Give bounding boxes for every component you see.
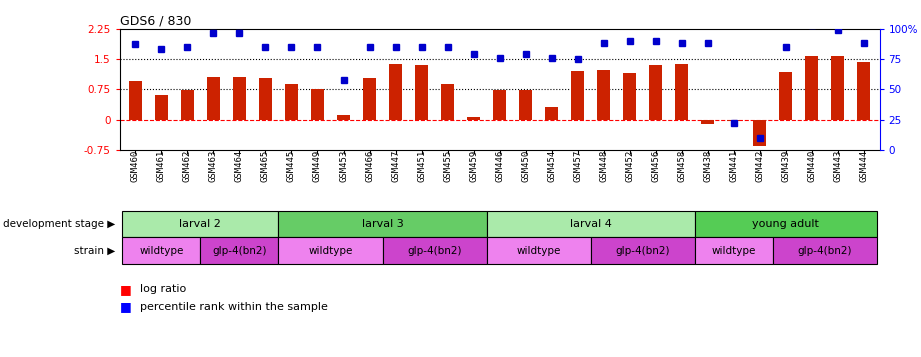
Bar bbox=[545, 107, 558, 120]
Text: GSM461: GSM461 bbox=[157, 150, 166, 182]
Text: glp-4(bn2): glp-4(bn2) bbox=[798, 246, 852, 256]
Text: GSM441: GSM441 bbox=[729, 150, 739, 182]
Text: GSM459: GSM459 bbox=[469, 150, 478, 182]
Text: GSM439: GSM439 bbox=[781, 150, 790, 182]
Bar bbox=[519, 90, 532, 120]
Bar bbox=[857, 62, 870, 120]
Bar bbox=[571, 71, 584, 120]
Bar bbox=[389, 64, 402, 120]
Text: strain ▶: strain ▶ bbox=[74, 246, 115, 256]
Text: GSM460: GSM460 bbox=[131, 150, 140, 182]
Bar bbox=[467, 117, 480, 120]
Text: GSM458: GSM458 bbox=[677, 150, 686, 182]
Text: young adult: young adult bbox=[752, 219, 820, 229]
Text: larval 4: larval 4 bbox=[570, 219, 612, 229]
Text: GSM448: GSM448 bbox=[600, 150, 608, 182]
FancyBboxPatch shape bbox=[694, 211, 877, 237]
Text: ■: ■ bbox=[120, 283, 132, 296]
Bar bbox=[207, 77, 220, 120]
FancyBboxPatch shape bbox=[278, 237, 382, 264]
Bar bbox=[624, 73, 636, 120]
Bar bbox=[728, 120, 740, 121]
Bar bbox=[649, 65, 662, 120]
Text: GSM455: GSM455 bbox=[443, 150, 452, 182]
Bar bbox=[337, 115, 350, 120]
Text: GSM462: GSM462 bbox=[183, 150, 192, 182]
FancyBboxPatch shape bbox=[382, 237, 486, 264]
Text: GSM445: GSM445 bbox=[287, 150, 296, 182]
Bar bbox=[675, 64, 688, 120]
Text: GSM440: GSM440 bbox=[808, 150, 816, 182]
Text: GSM464: GSM464 bbox=[235, 150, 244, 182]
Bar bbox=[363, 78, 376, 120]
Bar bbox=[311, 89, 324, 120]
Bar bbox=[701, 120, 715, 125]
Text: GSM457: GSM457 bbox=[573, 150, 582, 182]
Bar bbox=[285, 84, 298, 120]
Text: wildtype: wildtype bbox=[712, 246, 756, 256]
Text: ■: ■ bbox=[120, 301, 132, 313]
FancyBboxPatch shape bbox=[278, 211, 486, 237]
Text: GSM444: GSM444 bbox=[859, 150, 869, 182]
Bar bbox=[753, 120, 766, 146]
FancyBboxPatch shape bbox=[486, 211, 694, 237]
Bar bbox=[155, 95, 168, 120]
Text: GSM456: GSM456 bbox=[651, 150, 660, 182]
Bar bbox=[181, 90, 194, 120]
Text: larval 3: larval 3 bbox=[362, 219, 403, 229]
Bar bbox=[805, 56, 819, 120]
Bar bbox=[233, 77, 246, 120]
Text: GSM453: GSM453 bbox=[339, 150, 348, 182]
Text: GSM450: GSM450 bbox=[521, 150, 530, 182]
Bar bbox=[597, 70, 611, 120]
Text: larval 2: larval 2 bbox=[180, 219, 221, 229]
Text: GSM446: GSM446 bbox=[495, 150, 504, 182]
FancyBboxPatch shape bbox=[122, 211, 278, 237]
FancyBboxPatch shape bbox=[694, 237, 773, 264]
Text: glp-4(bn2): glp-4(bn2) bbox=[212, 246, 267, 256]
Text: GSM466: GSM466 bbox=[365, 150, 374, 182]
Text: GSM465: GSM465 bbox=[261, 150, 270, 182]
FancyBboxPatch shape bbox=[201, 237, 278, 264]
Text: wildtype: wildtype bbox=[139, 246, 183, 256]
Text: percentile rank within the sample: percentile rank within the sample bbox=[140, 302, 328, 312]
Text: wildtype: wildtype bbox=[309, 246, 353, 256]
Bar bbox=[259, 78, 272, 120]
Text: GSM447: GSM447 bbox=[391, 150, 400, 182]
Text: GSM454: GSM454 bbox=[547, 150, 556, 182]
Text: GSM443: GSM443 bbox=[834, 150, 843, 182]
Text: GSM451: GSM451 bbox=[417, 150, 426, 182]
Text: wildtype: wildtype bbox=[517, 246, 561, 256]
FancyBboxPatch shape bbox=[486, 237, 590, 264]
Bar bbox=[832, 56, 845, 120]
Bar bbox=[415, 65, 428, 120]
Text: GSM463: GSM463 bbox=[209, 150, 218, 182]
Bar bbox=[779, 72, 792, 120]
Text: glp-4(bn2): glp-4(bn2) bbox=[615, 246, 670, 256]
Bar bbox=[441, 84, 454, 120]
Text: GSM449: GSM449 bbox=[313, 150, 322, 182]
Text: glp-4(bn2): glp-4(bn2) bbox=[407, 246, 461, 256]
Bar bbox=[129, 81, 142, 120]
Text: GSM442: GSM442 bbox=[755, 150, 764, 182]
Text: GSM438: GSM438 bbox=[704, 150, 712, 182]
FancyBboxPatch shape bbox=[122, 237, 201, 264]
Text: log ratio: log ratio bbox=[140, 284, 186, 294]
Text: GDS6 / 830: GDS6 / 830 bbox=[120, 14, 191, 27]
Bar bbox=[493, 90, 507, 120]
FancyBboxPatch shape bbox=[773, 237, 877, 264]
Text: development stage ▶: development stage ▶ bbox=[3, 219, 115, 229]
FancyBboxPatch shape bbox=[590, 237, 694, 264]
Text: GSM452: GSM452 bbox=[625, 150, 635, 182]
